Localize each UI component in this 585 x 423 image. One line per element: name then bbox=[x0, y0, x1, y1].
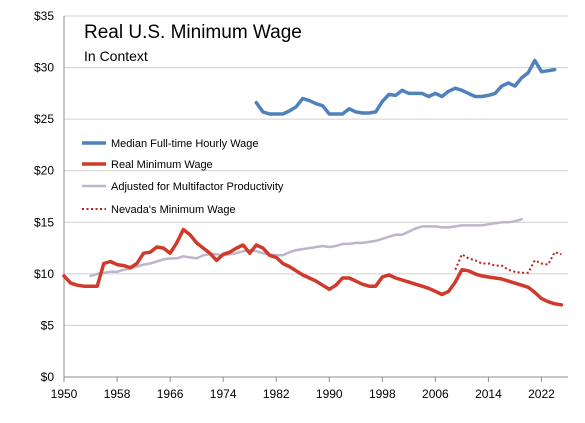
x-tick-label: 2014 bbox=[475, 387, 502, 401]
x-tick-label: 1998 bbox=[369, 387, 396, 401]
series-line-median-full-time-hourly-wage bbox=[254, 58, 557, 116]
x-tick-label: 2022 bbox=[528, 387, 555, 401]
legend-label: Real Minimum Wage bbox=[111, 159, 213, 171]
y-tick-label: $5 bbox=[41, 318, 55, 332]
axes bbox=[63, 16, 568, 378]
x-tick-label: 2006 bbox=[422, 387, 449, 401]
y-tick-label: $10 bbox=[34, 267, 54, 281]
y-tick-label: $15 bbox=[34, 215, 54, 229]
x-tick-label: 1958 bbox=[104, 387, 131, 401]
legend-label: Median Full-time Hourly Wage bbox=[111, 138, 259, 150]
x-tick-label: 1982 bbox=[263, 387, 290, 401]
y-tick-label: $20 bbox=[34, 164, 54, 178]
series-lines bbox=[62, 58, 564, 307]
y-tick-label: $25 bbox=[34, 112, 54, 126]
y-tick-label: $35 bbox=[34, 9, 54, 23]
legend: Median Full-time Hourly Wage Real Minimum… bbox=[82, 138, 284, 216]
x-tick-label: 1990 bbox=[316, 387, 343, 401]
x-axis-ticks: 1950 1958 1966 1974 1982 1990 1998 2006 2014 2022 bbox=[51, 377, 555, 401]
x-tick-label: 1950 bbox=[51, 387, 78, 401]
y-axis-ticks: $0 $5 $10 $15 $20 $25 $30 $35 bbox=[34, 9, 54, 384]
x-tick-label: 1966 bbox=[157, 387, 184, 401]
series-line-adjusted-for-multifactor-productivity bbox=[89, 217, 523, 278]
y-tick-label: $0 bbox=[41, 370, 55, 384]
series-line-real-minimum-wage bbox=[62, 227, 564, 307]
legend-label: Nevada's Minimum Wage bbox=[111, 204, 236, 216]
gridlines bbox=[64, 15, 568, 326]
chart-title: Real U.S. Minimum Wage bbox=[84, 22, 302, 43]
y-tick-label: $30 bbox=[34, 61, 54, 75]
legend-label: Adjusted for Multifactor Productivity bbox=[111, 181, 284, 193]
x-tick-label: 1974 bbox=[210, 387, 237, 401]
chart-subtitle: In Context bbox=[84, 48, 148, 64]
